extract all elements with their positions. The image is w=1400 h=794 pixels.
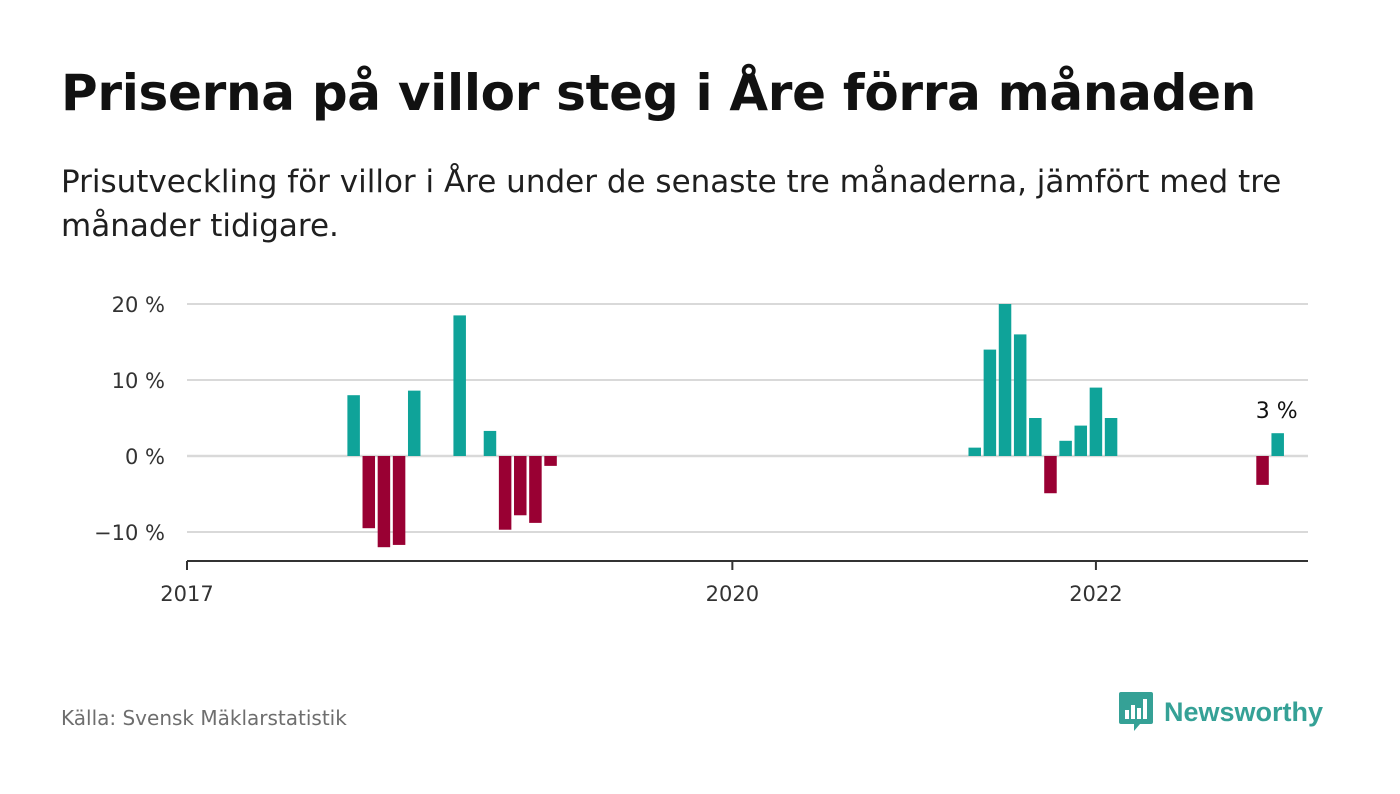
bar xyxy=(392,456,406,545)
y-tick-label: 10 % xyxy=(112,369,165,393)
bar xyxy=(529,456,542,523)
bar xyxy=(544,456,557,466)
bar xyxy=(453,315,466,456)
bar xyxy=(1059,440,1072,456)
newsworthy-logo-icon xyxy=(1119,692,1153,731)
y-tick-label: 20 % xyxy=(112,293,165,317)
bar xyxy=(1104,418,1118,456)
data-label: 3 % xyxy=(1256,399,1298,424)
bar xyxy=(483,430,497,456)
brand-logo[interactable]: Newsworthy xyxy=(1118,690,1323,734)
y-tick-label: 0 % xyxy=(125,445,165,469)
chart-title: Priserna på villor steg i Åre förra måna… xyxy=(61,64,1257,122)
y-tick-label: −10 % xyxy=(94,521,165,545)
source-note: Källa: Svensk Mäklarstatistik xyxy=(61,706,347,730)
brand-name: Newsworthy xyxy=(1164,696,1324,727)
bar xyxy=(1013,334,1027,456)
bar xyxy=(514,456,527,516)
bar xyxy=(998,304,1012,456)
bar xyxy=(1029,418,1042,456)
x-tick-label: 2020 xyxy=(706,582,759,606)
bar xyxy=(1089,387,1103,456)
bar xyxy=(377,456,391,548)
x-tick-label: 2017 xyxy=(160,582,213,606)
bar xyxy=(407,390,421,456)
bar xyxy=(968,447,981,456)
bar xyxy=(347,395,360,456)
bar xyxy=(1256,456,1269,485)
bar xyxy=(1271,433,1284,456)
x-axis: 2017 2020 2022 xyxy=(160,560,1308,606)
chart-subtitle: Prisutveckling för villor i Åre under de… xyxy=(61,164,1282,244)
bar xyxy=(498,456,512,530)
bar xyxy=(1074,425,1088,456)
bars xyxy=(347,304,1284,548)
bar xyxy=(983,349,997,456)
x-tick-label: 2022 xyxy=(1069,582,1122,606)
y-axis-tick-labels: 20 % 10 % 0 % −10 % xyxy=(94,293,165,545)
bar xyxy=(1044,456,1057,494)
annotations: 3 % xyxy=(1256,399,1298,424)
bar xyxy=(362,456,376,529)
